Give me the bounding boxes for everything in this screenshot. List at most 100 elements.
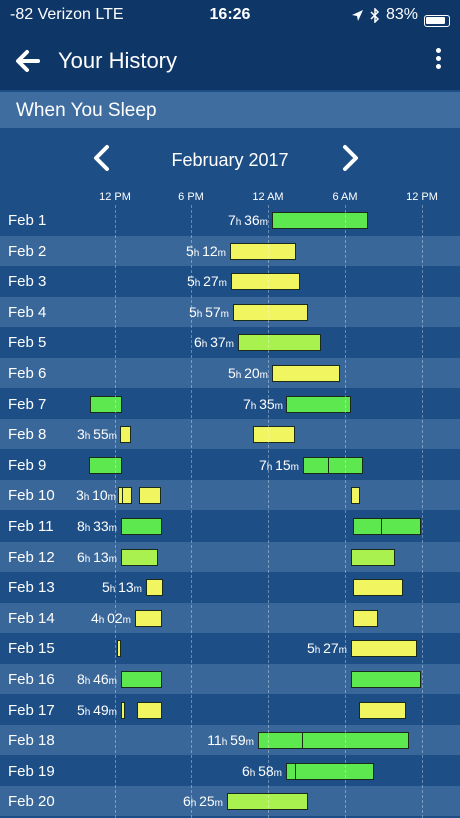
sleep-bar	[137, 701, 162, 719]
sleep-row[interactable]: Feb 3 5h 27m	[0, 266, 460, 296]
sleep-duration: 6h 37m	[193, 334, 234, 351]
battery-icon	[424, 15, 450, 27]
more-options-icon[interactable]	[430, 48, 446, 74]
sleep-bar	[238, 334, 321, 352]
wake-marker	[122, 488, 123, 504]
axis-tick: 12 PM	[99, 191, 131, 203]
sleep-bar	[353, 579, 403, 597]
sleep-duration: 11h 59m	[207, 732, 254, 749]
sleep-row[interactable]: Feb 12 6h 13m	[0, 541, 460, 572]
back-arrow-icon[interactable]	[12, 46, 42, 76]
sleep-duration: 7h 35m	[242, 395, 283, 412]
sleep-duration: 5h 57m	[188, 303, 229, 320]
month-label: February 2017	[171, 150, 289, 170]
chevron-left-icon[interactable]	[90, 144, 114, 172]
row-date: Feb 19	[8, 762, 55, 780]
sleep-row[interactable]: Feb 10 3h 10m	[0, 480, 460, 511]
clock: 16:26	[209, 6, 251, 23]
row-date: Feb 3	[8, 273, 47, 291]
gridline	[191, 205, 192, 818]
sleep-row[interactable]: Feb 5 6h 37m	[0, 327, 460, 357]
sleep-bar	[120, 426, 131, 444]
row-date: Feb 12	[8, 548, 55, 566]
row-date: Feb 13	[8, 579, 55, 597]
sleep-row[interactable]: Feb 16 8h 46m	[0, 664, 460, 694]
sleep-row[interactable]: Feb 7 7h 35m	[0, 389, 460, 419]
page-title: Your History	[58, 48, 178, 73]
carrier-label: -82 Verizon LTE	[10, 6, 124, 23]
row-date: Feb 10	[8, 487, 55, 505]
sleep-bar	[233, 303, 308, 321]
sleep-bar	[121, 701, 125, 719]
sleep-duration: 5h 13m	[101, 579, 142, 596]
wake-marker	[381, 519, 382, 534]
sleep-bar	[253, 426, 295, 444]
sleep-duration: 3h 10m	[75, 487, 116, 504]
bluetooth-icon	[370, 7, 380, 23]
sleep-bar	[286, 762, 374, 780]
sleep-bar	[121, 548, 158, 566]
sleep-row[interactable]: Feb 6 5h 20m	[0, 358, 460, 388]
axis-tick: 12 PM	[406, 191, 438, 203]
sleep-duration: 5h 27m	[306, 640, 347, 657]
sleep-row[interactable]: Feb 8 3h 55m	[0, 419, 460, 450]
gridline	[268, 205, 269, 818]
sleep-row[interactable]: Feb 1 7h 36m	[0, 205, 460, 235]
month-navigation: February 2017	[0, 138, 460, 180]
row-date: Feb 16	[8, 671, 55, 688]
sleep-bar	[351, 487, 360, 505]
sleep-duration: 6h 58m	[241, 762, 282, 779]
axis-tick: 6 PM	[178, 191, 204, 203]
row-date: Feb 17	[8, 701, 55, 719]
row-date: Feb 5	[8, 334, 47, 352]
chevron-right-icon[interactable]	[338, 144, 362, 172]
sleep-row[interactable]: Feb 11 8h 33m	[0, 511, 460, 541]
sleep-duration: 5h 27m	[186, 273, 227, 290]
status-bar: -82 Verizon LTE 16:26 83%	[0, 0, 460, 32]
wake-marker	[328, 457, 329, 473]
sleep-row[interactable]: Feb 19 6h 58m	[0, 756, 460, 786]
sleep-duration: 8h 33m	[76, 518, 117, 534]
row-date: Feb 15	[8, 640, 55, 658]
row-date: Feb 4	[8, 303, 47, 321]
sleep-row[interactable]: Feb 17 5h 49m	[0, 695, 460, 725]
section-header: When You Sleep	[0, 92, 460, 128]
sleep-row[interactable]: Feb 9 7h 15m	[0, 450, 460, 480]
gridline	[115, 205, 116, 818]
wake-marker	[302, 733, 303, 749]
row-date: Feb 2	[8, 242, 47, 260]
sleep-bar	[117, 640, 121, 658]
sleep-row[interactable]: Feb 20 6h 25m	[0, 786, 460, 817]
battery-percent: 83%	[385, 6, 418, 23]
sleep-row[interactable]: Feb 4 5h 57m	[0, 296, 460, 327]
sleep-row[interactable]: Feb 15 5h 27m	[0, 633, 460, 663]
section-title: When You Sleep	[16, 100, 157, 121]
sleep-row[interactable]: Feb 2 5h 12m	[0, 235, 460, 266]
sleep-row[interactable]: Feb 18 11h 59m	[0, 725, 460, 756]
sleep-duration: 7h 15m	[258, 456, 299, 473]
sleep-duration: 6h 13m	[76, 548, 117, 565]
location-icon	[351, 9, 363, 21]
gridline	[345, 205, 346, 818]
sleep-bar	[351, 640, 417, 658]
sleep-bar	[359, 701, 406, 719]
app-header: Your History	[0, 32, 460, 90]
sleep-duration: 5h 12m	[185, 242, 226, 259]
row-date: Feb 8	[8, 426, 47, 444]
sleep-duration: 7h 36m	[227, 212, 268, 228]
sleep-row[interactable]: Feb 13 5h 13m	[0, 572, 460, 602]
sleep-row[interactable]: Feb 14 4h 02m	[0, 602, 460, 633]
sleep-bar	[121, 671, 162, 688]
sleep-bar	[303, 456, 363, 474]
wake-marker	[339, 366, 340, 381]
sleep-bar	[90, 395, 122, 413]
sleep-duration: 6h 25m	[182, 793, 223, 810]
sleep-duration: 5h 49m	[76, 701, 117, 718]
row-date: Feb 6	[8, 365, 47, 382]
row-date: Feb 11	[8, 518, 54, 535]
sleep-duration: 3h 55m	[76, 426, 117, 443]
sleep-duration: 4h 02m	[90, 609, 131, 626]
gridline	[422, 205, 423, 818]
sleep-bar	[118, 487, 132, 505]
row-date: Feb 20	[8, 793, 55, 811]
